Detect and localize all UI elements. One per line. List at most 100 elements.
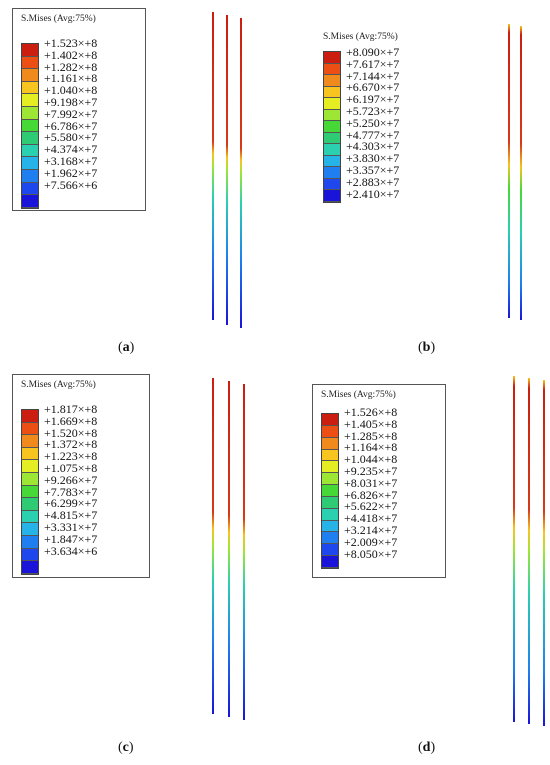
legend-c: S.Mises (Avg:75%) +1.817×+8 +1.669×+8 +1… bbox=[12, 374, 150, 578]
rod bbox=[228, 381, 230, 717]
legend-value: +9.266×+7 bbox=[44, 472, 98, 487]
legend-value: +3.214×+7 bbox=[344, 522, 398, 537]
color-scale-cell bbox=[22, 182, 38, 196]
legend-value: +8.050×+7 bbox=[344, 546, 398, 561]
legend-value: +1.962×+7 bbox=[44, 165, 98, 180]
legend-value: +3.830×+7 bbox=[346, 151, 400, 166]
legend-value: +6.826×+7 bbox=[344, 487, 398, 502]
color-scale-cell bbox=[324, 75, 340, 87]
legend-value: +4.777×+7 bbox=[346, 127, 400, 142]
caption-letter: a bbox=[122, 340, 130, 355]
color-scale-cell bbox=[22, 132, 38, 145]
legend-value: +1.044×+8 bbox=[344, 452, 398, 467]
legend-value: +3.357×+7 bbox=[346, 162, 400, 177]
color-scale-cell bbox=[324, 98, 340, 110]
legend-labels: +1.526×+8 +1.405×+8 +1.285×+8 +1.164×+8 … bbox=[344, 405, 398, 561]
color-scale-cell bbox=[22, 548, 38, 562]
color-scale-cell bbox=[322, 508, 338, 521]
color-scale-cell bbox=[22, 44, 38, 57]
color-scale-cell bbox=[322, 449, 338, 462]
legend-value: +5.250×+7 bbox=[346, 115, 400, 130]
legend-labels: +8.090×+7 +7.617×+7 +7.144×+7 +6.670×+7 … bbox=[346, 45, 400, 201]
color-scale-cell bbox=[22, 195, 38, 208]
color-scale-cell bbox=[324, 86, 340, 99]
rod bbox=[513, 376, 515, 722]
color-scale-bar bbox=[323, 51, 341, 203]
rod bbox=[240, 18, 242, 328]
legend-value: +7.144×+7 bbox=[346, 68, 400, 83]
legend-value: +1.405×+8 bbox=[344, 416, 398, 431]
legend-value: +7.617×+7 bbox=[346, 56, 400, 71]
color-scale-bar bbox=[21, 409, 39, 575]
legend-title: S.Mises (Avg:75%) bbox=[21, 380, 96, 390]
legend-value: +4.374×+7 bbox=[44, 142, 98, 157]
legend-value: +1.285×+8 bbox=[344, 428, 398, 443]
legend-labels: +1.817×+8 +1.669×+8 +1.520×+8 +1.372×+8 … bbox=[44, 402, 98, 558]
legend-value: +6.197×+7 bbox=[346, 92, 400, 107]
color-scale-cell bbox=[22, 510, 38, 524]
legend-value: +6.786×+7 bbox=[44, 118, 98, 133]
legend-value: +6.670×+7 bbox=[346, 80, 400, 95]
caption-letter: c bbox=[122, 740, 129, 755]
color-scale-cell bbox=[324, 155, 340, 168]
color-scale-cell bbox=[324, 52, 340, 64]
legend-value: +9.235×+7 bbox=[344, 463, 398, 478]
legend-value: +1.847×+7 bbox=[44, 531, 98, 546]
color-scale-cell bbox=[22, 485, 38, 499]
legend-value: +7.566×+6 bbox=[44, 177, 98, 192]
legend-value: +4.815×+7 bbox=[44, 508, 98, 523]
legend-value: +1.526×+8 bbox=[344, 405, 398, 419]
color-scale-cell bbox=[22, 81, 38, 95]
legend-value: +1.669×+8 bbox=[44, 413, 98, 428]
color-scale-cell bbox=[22, 56, 38, 70]
legend-value: +3.634×+6 bbox=[44, 543, 98, 558]
color-scale-cell bbox=[322, 544, 338, 557]
color-scale-cell bbox=[324, 132, 340, 145]
legend-value: +1.282×+8 bbox=[44, 59, 98, 74]
color-scale-cell bbox=[322, 556, 338, 568]
legend-a: S.Mises (Avg:75%) +1.523×+8 +1.402×+8 +1… bbox=[12, 8, 146, 211]
color-scale-cell bbox=[22, 170, 38, 183]
caption-b: (b) bbox=[418, 340, 436, 355]
color-scale-cell bbox=[324, 178, 340, 191]
legend-value: +3.331×+7 bbox=[44, 519, 98, 534]
color-scale-cell bbox=[22, 107, 38, 120]
legend-value: +1.402×+8 bbox=[44, 47, 98, 62]
color-scale-cell bbox=[322, 414, 338, 426]
caption-a: (a) bbox=[118, 340, 135, 355]
color-scale-cell bbox=[22, 119, 38, 133]
color-scale-cell bbox=[22, 447, 38, 461]
caption-letter: d bbox=[422, 740, 431, 755]
color-scale-cell bbox=[322, 496, 338, 509]
legend-value: +1.075×+8 bbox=[44, 460, 98, 475]
color-scale-cell bbox=[22, 523, 38, 537]
legend-value: +4.418×+7 bbox=[344, 511, 398, 526]
rod bbox=[528, 378, 530, 724]
color-scale-cell bbox=[22, 69, 38, 82]
rod bbox=[212, 12, 214, 320]
rod bbox=[226, 15, 228, 325]
legend-value: +1.817×+8 bbox=[44, 402, 98, 416]
legend-value: +5.723×+7 bbox=[346, 103, 400, 118]
legend-value: +5.580×+7 bbox=[44, 130, 98, 145]
color-scale-bar bbox=[321, 413, 339, 569]
color-scale-cell bbox=[322, 437, 338, 450]
legend-value: +2.410×+7 bbox=[346, 186, 400, 201]
legend-value: +8.031×+7 bbox=[344, 475, 398, 490]
caption-c: (c) bbox=[118, 740, 134, 755]
legend-value: +1.164×+8 bbox=[344, 440, 398, 455]
color-scale-cell bbox=[322, 520, 338, 533]
legend-value: +1.372×+8 bbox=[44, 437, 98, 452]
color-scale-cell bbox=[322, 485, 338, 497]
color-scale-cell bbox=[324, 167, 340, 179]
color-scale-cell bbox=[22, 435, 38, 448]
color-scale-cell bbox=[22, 94, 38, 108]
legend-value: +2.883×+7 bbox=[346, 174, 400, 189]
legend-labels: +1.523×+8 +1.402×+8 +1.282×+8 +1.161×+8 … bbox=[44, 37, 98, 192]
legend-value: +1.223×+8 bbox=[44, 449, 98, 464]
legend-value: +9.198×+7 bbox=[44, 94, 98, 109]
legend-value: +8.090×+7 bbox=[346, 45, 400, 59]
legend-value: +7.992×+7 bbox=[44, 106, 98, 121]
legend-b: S.Mises (Avg:75%) +8.090×+7 +7.617×+7 +7… bbox=[314, 26, 434, 212]
